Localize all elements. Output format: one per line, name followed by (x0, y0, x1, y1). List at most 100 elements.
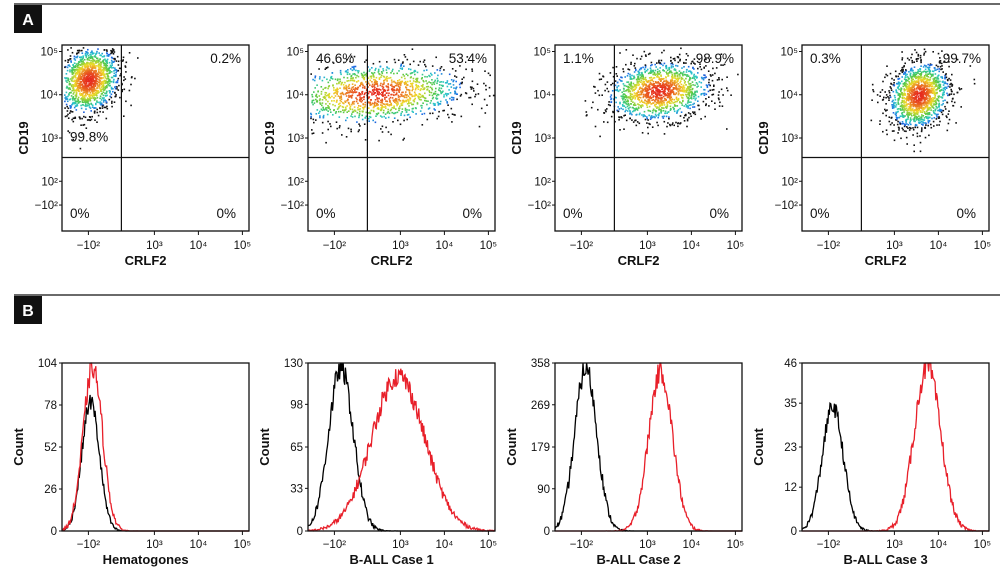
data-point (94, 85, 97, 88)
data-point (103, 62, 106, 65)
data-point (659, 90, 661, 93)
data-point (93, 67, 95, 69)
data-point (332, 84, 334, 86)
data-point (621, 76, 623, 79)
data-point (903, 96, 905, 99)
data-point (601, 94, 603, 96)
data-point (411, 89, 413, 92)
data-point (649, 52, 651, 55)
data-point (675, 84, 678, 86)
data-point (404, 83, 406, 86)
data-point (908, 95, 911, 97)
data-point (915, 95, 918, 97)
data-point (925, 66, 927, 68)
data-point (890, 89, 893, 91)
data-point (656, 76, 659, 78)
data-point (918, 109, 920, 112)
data-point (363, 93, 366, 96)
data-point (654, 74, 657, 76)
data-point (607, 90, 610, 93)
data-point (641, 104, 644, 106)
data-point (66, 66, 69, 69)
data-point (99, 88, 102, 90)
data-point (946, 116, 948, 119)
data-point (398, 88, 401, 91)
data-point (66, 115, 68, 117)
data-point (98, 81, 101, 83)
data-point (454, 70, 457, 72)
data-point (911, 98, 913, 101)
data-point (318, 68, 320, 70)
data-point (649, 95, 652, 98)
data-point (381, 85, 384, 88)
data-point (88, 71, 90, 74)
data-point (658, 105, 661, 107)
data-point (652, 77, 655, 79)
data-point (682, 84, 685, 87)
data-point (913, 72, 915, 74)
data-point (412, 88, 414, 90)
data-point (912, 75, 915, 77)
data-point (665, 106, 667, 108)
data-point (78, 76, 80, 78)
data-point (907, 118, 909, 120)
data-point (691, 60, 694, 63)
data-point (695, 82, 698, 84)
data-point (371, 72, 373, 74)
data-point (80, 104, 82, 107)
data-point (83, 111, 85, 113)
data-point (636, 108, 638, 110)
data-point (99, 82, 101, 85)
data-point (474, 95, 476, 98)
data-point (436, 82, 438, 85)
data-point (381, 99, 384, 102)
y-tick-label: 10⁵ (286, 46, 304, 58)
data-point (385, 69, 388, 71)
data-point (375, 95, 377, 97)
data-point (72, 97, 75, 99)
data-point (923, 48, 926, 51)
data-point (670, 70, 672, 72)
data-point (647, 53, 650, 56)
data-point (652, 90, 654, 92)
data-point (92, 62, 94, 64)
data-point (719, 101, 721, 104)
data-point (112, 53, 115, 55)
data-point (938, 116, 940, 118)
data-point (89, 96, 91, 99)
data-point (398, 70, 400, 72)
data-point (334, 104, 336, 107)
data-point (76, 82, 79, 85)
data-point (77, 90, 80, 92)
data-point (85, 79, 87, 82)
data-point (399, 81, 402, 83)
data-point (906, 73, 908, 76)
data-point (670, 62, 672, 65)
data-point (926, 75, 928, 78)
data-point (92, 86, 94, 89)
data-point (84, 89, 87, 92)
data-point (919, 150, 922, 153)
data-point (316, 109, 319, 111)
data-point (358, 92, 360, 94)
data-point (418, 86, 420, 88)
data-point (705, 98, 707, 100)
data-point (627, 68, 629, 70)
data-point (99, 54, 101, 56)
data-point (942, 89, 945, 91)
data-point (108, 61, 111, 64)
data-point (689, 107, 691, 110)
data-point (632, 82, 635, 85)
data-point (353, 68, 355, 71)
data-point (387, 94, 390, 97)
data-point (100, 74, 103, 77)
data-point (666, 103, 669, 106)
data-point (694, 63, 696, 65)
data-point (610, 94, 613, 96)
data-point (939, 65, 942, 68)
data-point (730, 94, 732, 96)
data-point (606, 121, 609, 124)
data-point (650, 103, 653, 105)
data-point (76, 53, 78, 55)
data-point (650, 90, 653, 92)
